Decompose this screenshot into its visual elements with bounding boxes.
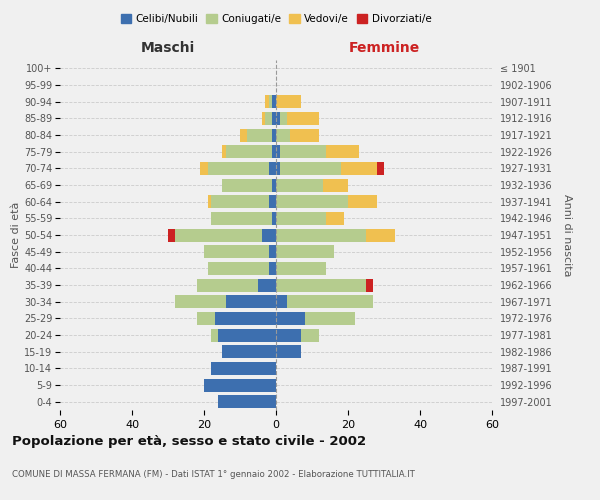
Bar [208, 162, 269, 175]
Y-axis label: Anni di nascita: Anni di nascita [562, 194, 572, 276]
Bar [247, 128, 272, 141]
Bar [326, 212, 344, 225]
Bar [175, 295, 226, 308]
Bar [222, 178, 272, 192]
Bar [269, 245, 276, 258]
Bar [323, 178, 348, 192]
Bar [280, 162, 341, 175]
Bar [265, 95, 269, 108]
Bar [276, 295, 287, 308]
Bar [226, 295, 276, 308]
Bar [287, 112, 319, 125]
Bar [262, 112, 265, 125]
Bar [276, 195, 348, 208]
Bar [226, 145, 272, 158]
Bar [272, 145, 276, 158]
Bar [204, 378, 276, 392]
Bar [276, 312, 305, 325]
Bar [280, 145, 326, 158]
Bar [276, 112, 280, 125]
Legend: Celibi/Nubili, Coniugati/e, Vedovi/e, Divorziati/e: Celibi/Nubili, Coniugati/e, Vedovi/e, Di… [116, 10, 436, 29]
Bar [301, 328, 319, 342]
Bar [168, 228, 175, 241]
Bar [197, 278, 258, 291]
Bar [272, 178, 276, 192]
Y-axis label: Fasce di età: Fasce di età [11, 202, 21, 268]
Bar [276, 245, 334, 258]
Bar [348, 195, 377, 208]
Bar [272, 95, 276, 108]
Bar [200, 162, 208, 175]
Bar [269, 95, 272, 108]
Bar [204, 245, 269, 258]
Bar [265, 112, 272, 125]
Bar [366, 278, 373, 291]
Bar [208, 195, 211, 208]
Bar [211, 362, 276, 375]
Bar [218, 328, 276, 342]
Bar [258, 278, 276, 291]
Bar [269, 195, 276, 208]
Text: Popolazione per età, sesso e stato civile - 2002: Popolazione per età, sesso e stato civil… [12, 435, 366, 448]
Bar [276, 278, 366, 291]
Bar [269, 162, 276, 175]
Bar [208, 262, 269, 275]
Bar [276, 328, 301, 342]
Bar [215, 312, 276, 325]
Bar [211, 212, 272, 225]
Bar [276, 162, 280, 175]
Bar [366, 228, 395, 241]
Bar [326, 145, 359, 158]
Bar [341, 162, 377, 175]
Bar [276, 128, 290, 141]
Bar [218, 395, 276, 408]
Bar [276, 95, 301, 108]
Bar [262, 228, 276, 241]
Bar [240, 128, 247, 141]
Bar [276, 262, 326, 275]
Bar [197, 312, 215, 325]
Bar [272, 112, 276, 125]
Bar [272, 128, 276, 141]
Bar [211, 328, 218, 342]
Bar [276, 212, 326, 225]
Text: Femmine: Femmine [349, 41, 419, 55]
Bar [276, 178, 323, 192]
Text: Maschi: Maschi [141, 41, 195, 55]
Text: COMUNE DI MASSA FERMANA (FM) - Dati ISTAT 1° gennaio 2002 - Elaborazione TUTTITA: COMUNE DI MASSA FERMANA (FM) - Dati ISTA… [12, 470, 415, 479]
Bar [276, 145, 280, 158]
Bar [290, 128, 319, 141]
Bar [377, 162, 384, 175]
Bar [222, 145, 226, 158]
Bar [222, 345, 276, 358]
Bar [272, 212, 276, 225]
Bar [211, 195, 269, 208]
Bar [276, 345, 301, 358]
Bar [269, 262, 276, 275]
Bar [280, 112, 287, 125]
Bar [276, 228, 366, 241]
Bar [287, 295, 373, 308]
Bar [305, 312, 355, 325]
Bar [175, 228, 262, 241]
